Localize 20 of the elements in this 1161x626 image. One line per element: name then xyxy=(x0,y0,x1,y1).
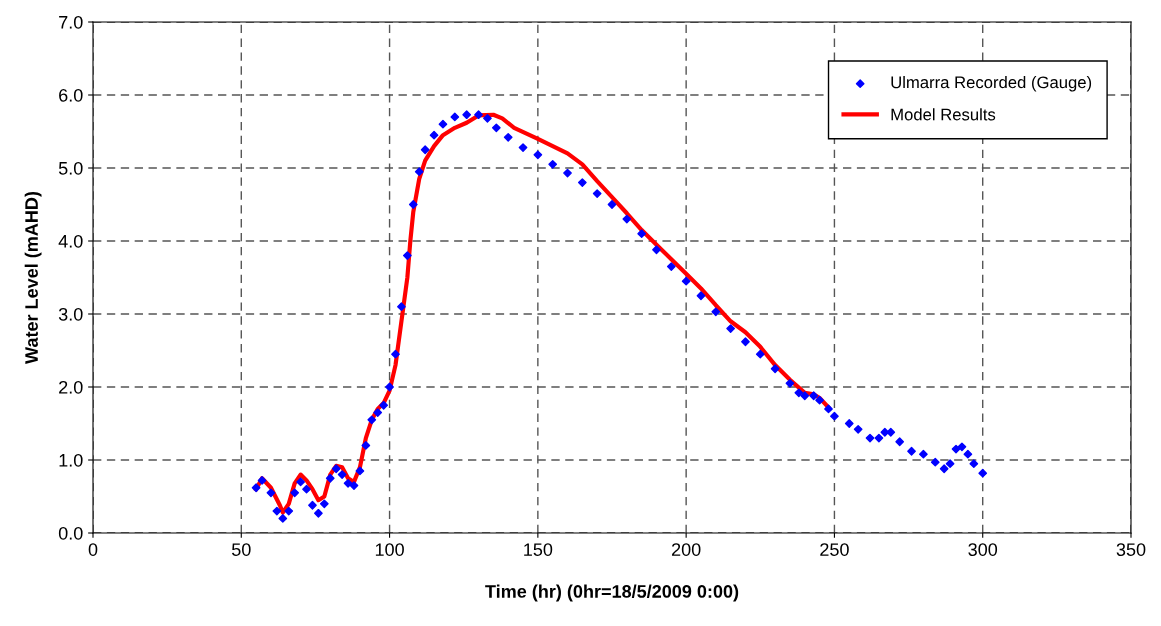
x-tick-label: 250 xyxy=(820,543,849,556)
legend-label: Model Results xyxy=(891,108,996,121)
x-tick-label: 0 xyxy=(88,543,98,556)
y-tick-label: 5.0 xyxy=(58,161,83,175)
x-tick-label: 100 xyxy=(375,543,404,556)
y-axis-title: Water Level (mAHD) xyxy=(24,191,42,364)
y-tick-label: 0.0 xyxy=(58,526,83,540)
legend-label: Ulmarra Recorded (Gauge) xyxy=(891,75,1092,92)
x-tick-label: 350 xyxy=(1116,543,1146,556)
y-tick-label: 4.0 xyxy=(58,234,83,248)
x-axis-title: Time (hr) (0hr=18/5/2009 0:00) xyxy=(485,584,739,602)
y-tick-label: 3.0 xyxy=(58,307,83,321)
x-tick-label: 50 xyxy=(231,543,251,556)
y-tick-label: 7.0 xyxy=(59,15,83,29)
x-tick-label: 300 xyxy=(968,543,998,556)
x-tick-label: 200 xyxy=(671,543,701,556)
y-tick-label: 1.0 xyxy=(59,453,83,467)
x-tick-label: 150 xyxy=(524,543,553,556)
y-tick-label: 6.0 xyxy=(59,88,83,102)
y-tick-label: 2.0 xyxy=(59,380,83,394)
